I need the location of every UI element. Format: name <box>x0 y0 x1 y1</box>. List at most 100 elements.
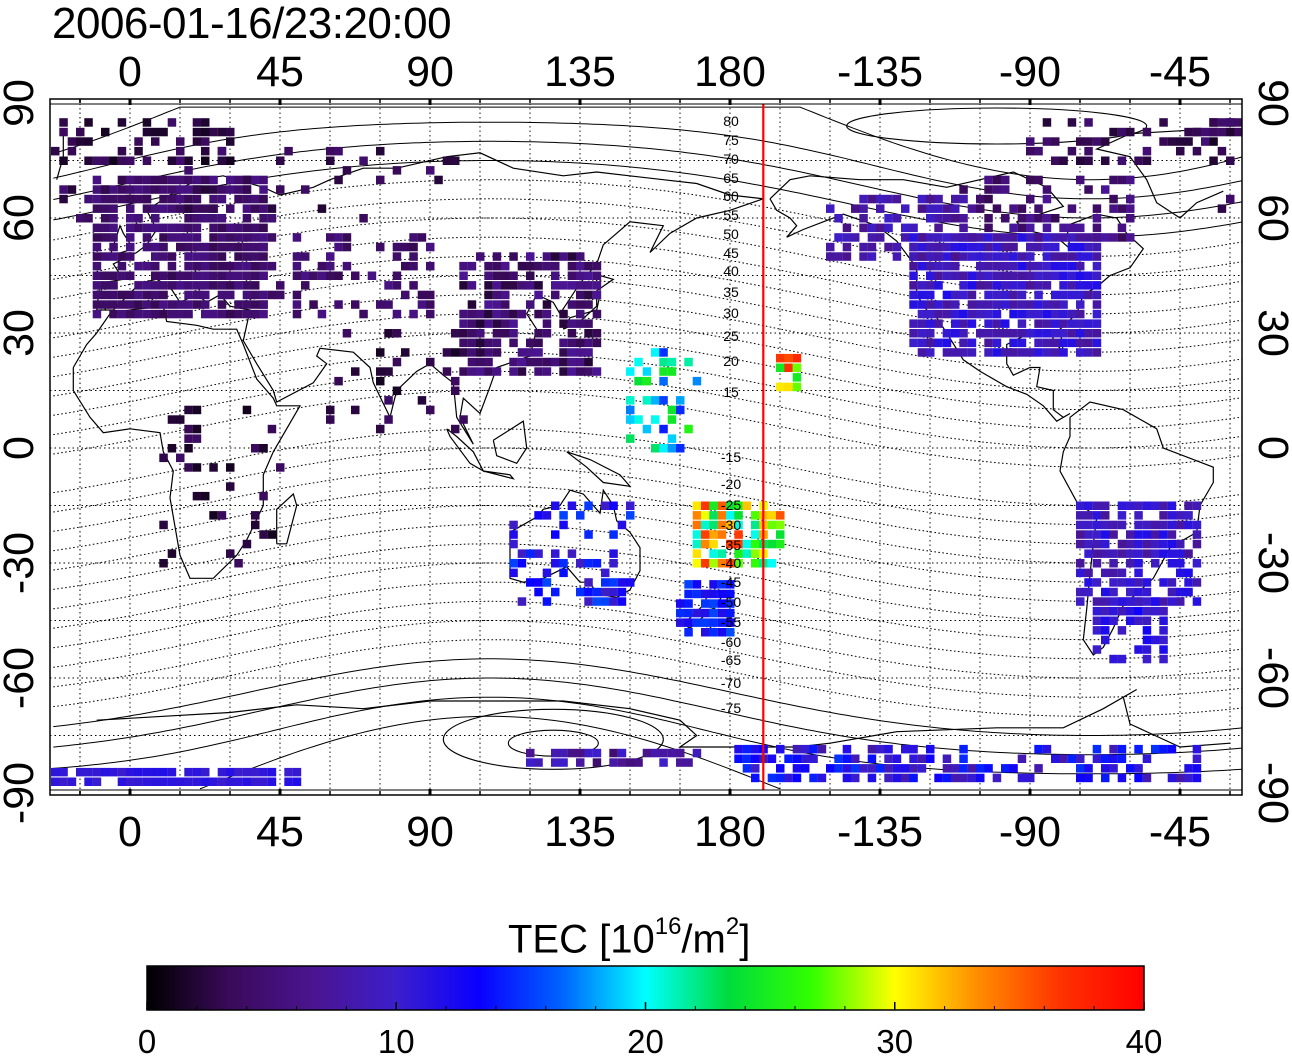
tec-pixel <box>634 357 643 367</box>
tec-pixel <box>101 156 110 165</box>
tec-pixel <box>1101 520 1110 530</box>
tec-pixel <box>192 491 202 501</box>
tec-pixel <box>609 597 618 606</box>
tec-pixel <box>751 549 760 558</box>
tec-pixel <box>1167 549 1177 558</box>
tec-pixel <box>1134 559 1143 568</box>
tec-pixel <box>692 748 702 758</box>
tec-pixel <box>126 252 135 261</box>
tec-pixel <box>626 578 635 587</box>
tec-pixel <box>942 348 952 357</box>
tec-pixel <box>1042 252 1052 261</box>
tec-pixel <box>392 329 402 338</box>
tec-pixel <box>559 568 568 578</box>
tec-pixel <box>126 767 135 777</box>
tec-pixel <box>984 252 993 261</box>
tec-pixel <box>176 271 185 280</box>
tec-pixel <box>1076 309 1085 319</box>
tec-pixel <box>1017 348 1027 357</box>
tec-pixel <box>159 777 168 786</box>
tec-pixel <box>1026 300 1035 309</box>
tec-pixel <box>267 290 277 300</box>
tec-pixel <box>826 242 835 252</box>
tec-pixel <box>126 309 135 319</box>
tec-pixel <box>1142 597 1152 606</box>
tec-pixel <box>184 434 193 443</box>
tec-pixel <box>226 223 235 233</box>
tec-pixel <box>934 271 943 280</box>
tec-pixel <box>151 767 160 777</box>
tec-pixel <box>1184 568 1193 578</box>
tec-pixel <box>459 271 468 280</box>
tec-pixel <box>984 338 993 348</box>
tec-pixel <box>976 242 985 252</box>
tec-pixel <box>1117 233 1127 242</box>
tec-pixel <box>1176 597 1185 606</box>
tec-pixel <box>117 194 127 204</box>
tec-pixel <box>1034 146 1043 156</box>
tec-pixel <box>1084 118 1093 127</box>
tec-pixel <box>1051 271 1060 280</box>
tec-pixel <box>817 773 827 783</box>
tec-pixel <box>292 300 302 309</box>
tec-pixel <box>792 363 802 372</box>
tec-pixel <box>1109 606 1118 616</box>
tec-pixel <box>184 261 193 271</box>
tec-pixel <box>951 290 960 300</box>
tec-pixel <box>551 281 560 290</box>
tec-pixel <box>176 300 185 309</box>
tec-pixel <box>1001 764 1010 773</box>
tec-pixel <box>376 376 385 386</box>
tec-pixel <box>142 156 152 165</box>
tec-pixel <box>1009 329 1018 338</box>
tec-pixel <box>451 386 460 395</box>
tec-pixel <box>184 309 193 319</box>
tec-pixel <box>101 214 110 223</box>
tec-pixel <box>484 271 493 280</box>
tec-pixel <box>542 252 552 261</box>
magnetic-latitude-label: -15 <box>721 449 741 465</box>
latitude-tick-label-left: -90 <box>0 762 43 824</box>
tec-pixel <box>184 281 193 290</box>
tec-pixel <box>151 204 160 213</box>
tec-pixel <box>1142 539 1152 549</box>
tec-pixel <box>392 271 402 280</box>
tec-pixel <box>717 589 727 599</box>
tec-pixel <box>934 309 943 319</box>
tec-pixel <box>534 338 543 348</box>
tec-pixel <box>317 261 327 271</box>
tec-pixel <box>226 127 235 137</box>
tec-pixel <box>292 767 302 777</box>
tec-pixel <box>1167 137 1177 146</box>
tec-pixel <box>201 204 210 213</box>
tec-pixel <box>1117 754 1127 763</box>
tec-pixel <box>584 597 593 606</box>
tec-pixel <box>1117 578 1127 587</box>
tec-pixel <box>851 754 860 763</box>
tec-pixel <box>1151 597 1160 606</box>
tec-pixel <box>951 764 960 773</box>
tec-pixel <box>1209 137 1218 146</box>
tec-pixel <box>1009 252 1018 261</box>
tec-pixel <box>576 300 585 309</box>
tec-pixel <box>1034 214 1043 223</box>
tec-pixel <box>426 242 435 252</box>
tec-pixel <box>959 233 968 242</box>
tec-pixel <box>1084 146 1093 156</box>
tec-pixel <box>1151 501 1160 510</box>
tec-pixel <box>751 754 760 763</box>
tec-pixel <box>109 194 118 204</box>
tec-pixel <box>1192 539 1202 549</box>
tec-pixel <box>92 204 102 213</box>
coastline <box>276 492 298 545</box>
tec-pixel <box>1076 348 1085 357</box>
tec-pixel <box>1084 329 1093 338</box>
tec-pixel <box>259 491 268 501</box>
tec-pixel <box>609 530 618 539</box>
tec-pixel <box>201 491 210 501</box>
tec-pixel <box>1167 744 1177 754</box>
tec-pixel <box>142 281 152 290</box>
tec-pixel <box>1067 309 1077 319</box>
tec-pixel <box>584 559 593 568</box>
tec-pixel <box>184 444 193 453</box>
